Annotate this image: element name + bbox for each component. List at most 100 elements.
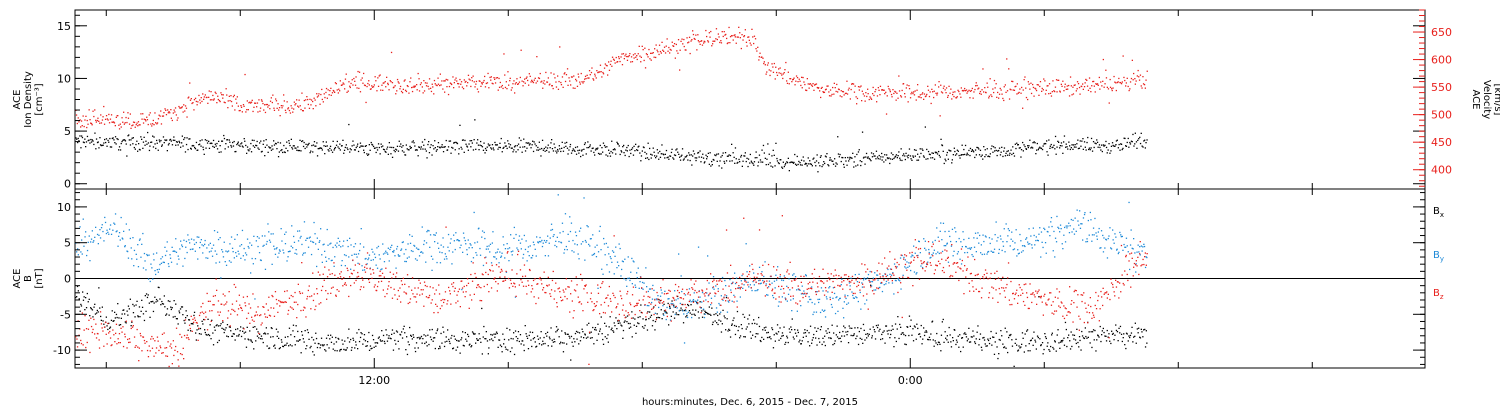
point-velocity [523,81,525,83]
point-velocity [1059,91,1061,93]
point-bx [1101,330,1103,332]
point-bx [168,314,170,316]
point-velocity [940,91,943,93]
point-velocity [797,81,799,83]
point-by [904,266,906,268]
point-bx [997,357,999,360]
point-bx [538,343,541,345]
point-density [585,153,587,155]
point-velocity [1012,89,1014,91]
point-density [470,140,473,142]
point-bx [270,327,272,329]
point-by [376,247,378,249]
point-density [734,147,737,149]
point-density [1129,141,1131,144]
point-by [456,239,458,241]
point-density [518,137,520,139]
point-density [92,140,94,142]
point-density [973,151,975,153]
point-velocity [327,89,329,91]
point-density [832,163,835,165]
point-velocity [478,80,480,82]
point-density [89,142,91,144]
point-bx [1038,296,1040,298]
point-density [904,158,906,161]
point-by [516,247,518,249]
point-velocity [484,86,487,88]
point-by [92,241,94,243]
point-by [543,239,546,242]
point-bx [282,345,285,348]
point-by [955,241,957,243]
point-density [776,160,779,162]
point-density [1011,153,1013,156]
point-bx [635,325,638,327]
point-density [298,149,301,152]
point-velocity [188,96,190,98]
point-density [466,146,469,148]
point-density [573,149,575,151]
point-velocity [895,91,897,93]
point-velocity [520,49,522,51]
point-density [464,139,466,142]
point-velocity [697,34,699,36]
point-density [453,142,455,144]
point-density [594,154,596,156]
point-density [996,154,998,157]
point-density [311,144,313,147]
point-velocity [865,92,867,94]
point-density [669,155,672,157]
point-velocity [828,91,830,93]
point-bx [370,348,372,350]
point-density [1028,145,1030,147]
point-velocity [281,107,283,109]
point-by [533,244,535,246]
point-velocity [738,26,740,28]
point-by [113,222,115,224]
point-by [382,243,384,245]
point-density [1001,146,1003,148]
point-bx [183,319,185,322]
point-density [482,149,485,151]
point-velocity [1120,83,1123,85]
point-bx [257,331,259,333]
point-bx [833,342,836,345]
point-density [1121,148,1123,151]
point-density [148,149,151,152]
point-velocity [187,97,189,99]
point-velocity [551,85,553,87]
point-bx [931,320,934,322]
point-bx [613,331,615,333]
point-density [1095,143,1097,145]
point-density [357,150,360,153]
point-velocity [593,79,595,81]
point-density [1073,146,1076,148]
point-bx [484,338,486,340]
point-by [805,274,807,276]
point-by [239,245,241,247]
point-density [872,153,875,155]
point-density [871,156,874,158]
point-by [463,237,465,239]
point-by [461,288,463,291]
point-bx [925,330,927,332]
point-velocity [310,104,312,106]
point-by [291,225,293,227]
point-bx [707,313,709,315]
point-velocity [1039,81,1042,83]
point-bx [109,327,111,329]
point-density [781,167,784,169]
point-bx [1092,329,1095,331]
point-by [253,235,255,237]
point-by [289,250,291,252]
point-velocity [810,84,813,86]
point-density [821,165,823,168]
point-bx [635,332,637,334]
point-by [204,243,206,245]
point-bx [743,316,746,318]
point-bx [931,321,933,323]
point-density [793,161,795,164]
point-by [849,285,851,287]
point-by [231,247,234,249]
point-by [824,316,827,318]
